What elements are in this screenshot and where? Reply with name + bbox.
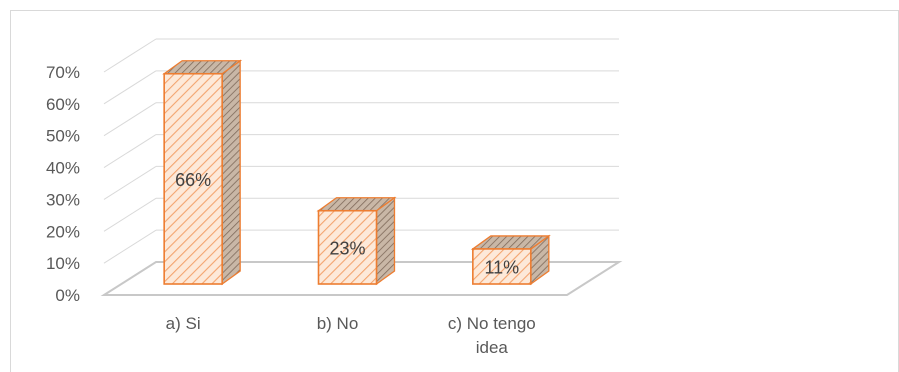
y-tick-label: 10% [46, 254, 80, 273]
bar-front-face [317, 209, 378, 285]
bar-front-face [472, 248, 532, 285]
bar: 23% [316, 196, 397, 286]
y-tick-label: 0% [55, 286, 80, 305]
x-category-label: c) No tengo [448, 314, 536, 333]
data-label: 11% [484, 257, 519, 277]
side-grid-line [103, 134, 157, 168]
y-axis-ticks: 0% 10% 20% 30% 40% 50% 60% 70% [46, 63, 80, 305]
bar: 11% [470, 234, 551, 286]
x-axis-categories: a) Si b) No c) No tengo idea [166, 314, 536, 357]
data-label: 66% [175, 170, 211, 190]
y-tick-label: 20% [46, 222, 80, 241]
side-grid-line [103, 70, 157, 105]
bars: 66% 23% 11% [162, 59, 551, 286]
data-label: 23% [329, 238, 365, 258]
x-category-label: idea [476, 338, 509, 357]
bar-side-face [375, 196, 396, 286]
y-tick-label: 40% [46, 159, 80, 178]
x-category-label: b) No [317, 314, 359, 333]
bar: 66% [162, 59, 243, 286]
side-grid-line [103, 166, 157, 200]
bar-side-face [221, 59, 241, 286]
side-grid-line [103, 102, 157, 137]
y-tick-label: 70% [46, 63, 80, 82]
y-tick-label: 60% [46, 95, 80, 114]
side-grid-line [103, 197, 157, 232]
y-tick-label: 50% [46, 127, 80, 146]
side-grid-line [103, 229, 157, 264]
side-grid-line [103, 38, 157, 73]
y-tick-label: 30% [46, 190, 80, 209]
x-category-label: a) Si [166, 314, 201, 333]
bar-front-face [163, 72, 223, 285]
